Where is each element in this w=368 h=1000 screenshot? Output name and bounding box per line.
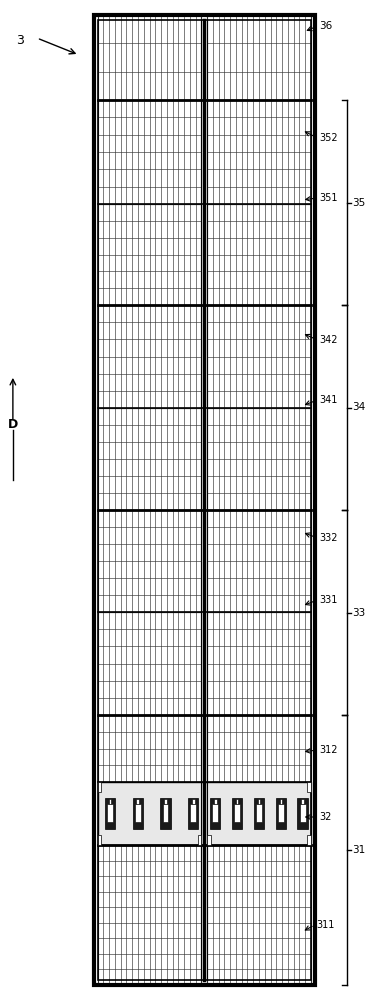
Bar — [94, 15, 315, 985]
Bar — [98, 612, 202, 715]
Text: 351: 351 — [319, 193, 338, 203]
Bar — [307, 835, 311, 845]
Bar — [236, 799, 238, 804]
Bar — [98, 204, 202, 305]
Bar — [297, 798, 308, 829]
Bar — [210, 798, 220, 829]
Bar — [190, 804, 196, 822]
Bar — [105, 798, 115, 829]
Text: 311: 311 — [316, 920, 335, 930]
Bar — [98, 715, 202, 782]
Bar — [137, 799, 139, 804]
Bar — [109, 799, 112, 804]
Bar — [300, 804, 305, 822]
Bar — [207, 510, 311, 612]
Bar — [98, 305, 202, 408]
Bar — [207, 835, 210, 845]
Text: 31: 31 — [352, 845, 365, 855]
Bar — [258, 799, 260, 804]
Text: D: D — [8, 418, 18, 432]
Bar — [212, 804, 218, 822]
Bar — [207, 612, 311, 715]
Text: 32: 32 — [319, 812, 332, 822]
Bar — [188, 798, 198, 829]
Bar — [278, 804, 284, 822]
Text: 342: 342 — [319, 335, 338, 345]
Bar — [135, 804, 141, 822]
Bar — [234, 804, 240, 822]
Bar — [207, 845, 311, 985]
Bar — [98, 408, 202, 510]
Bar — [132, 798, 143, 829]
Bar — [207, 100, 311, 204]
Bar — [207, 305, 311, 408]
Bar — [98, 835, 101, 845]
Bar — [198, 835, 202, 845]
Text: 35: 35 — [352, 198, 365, 208]
Text: 332: 332 — [319, 533, 338, 543]
Bar — [207, 408, 311, 510]
Bar — [207, 15, 311, 100]
Bar — [98, 20, 311, 980]
Text: 36: 36 — [319, 21, 333, 31]
Text: 3: 3 — [16, 33, 24, 46]
Bar — [160, 798, 171, 829]
Bar — [107, 804, 113, 822]
Bar — [207, 715, 311, 782]
Bar — [256, 804, 262, 822]
Text: 331: 331 — [319, 595, 338, 605]
Bar — [280, 799, 282, 804]
Bar — [192, 799, 195, 804]
Bar — [232, 798, 242, 829]
Bar — [98, 782, 101, 792]
Bar — [98, 510, 202, 612]
Text: 312: 312 — [319, 745, 338, 755]
Bar — [98, 845, 202, 985]
Bar — [276, 798, 286, 829]
Text: 34: 34 — [352, 402, 365, 412]
Bar — [98, 15, 202, 100]
Bar — [98, 782, 311, 845]
Bar — [98, 100, 202, 204]
Bar — [163, 804, 168, 822]
Bar — [307, 782, 311, 792]
Text: 341: 341 — [319, 395, 338, 405]
Bar — [254, 798, 264, 829]
Bar — [207, 204, 311, 305]
Text: 352: 352 — [319, 133, 338, 143]
Bar — [301, 799, 304, 804]
Text: 33: 33 — [352, 608, 365, 618]
Bar — [214, 799, 217, 804]
Bar — [164, 799, 167, 804]
